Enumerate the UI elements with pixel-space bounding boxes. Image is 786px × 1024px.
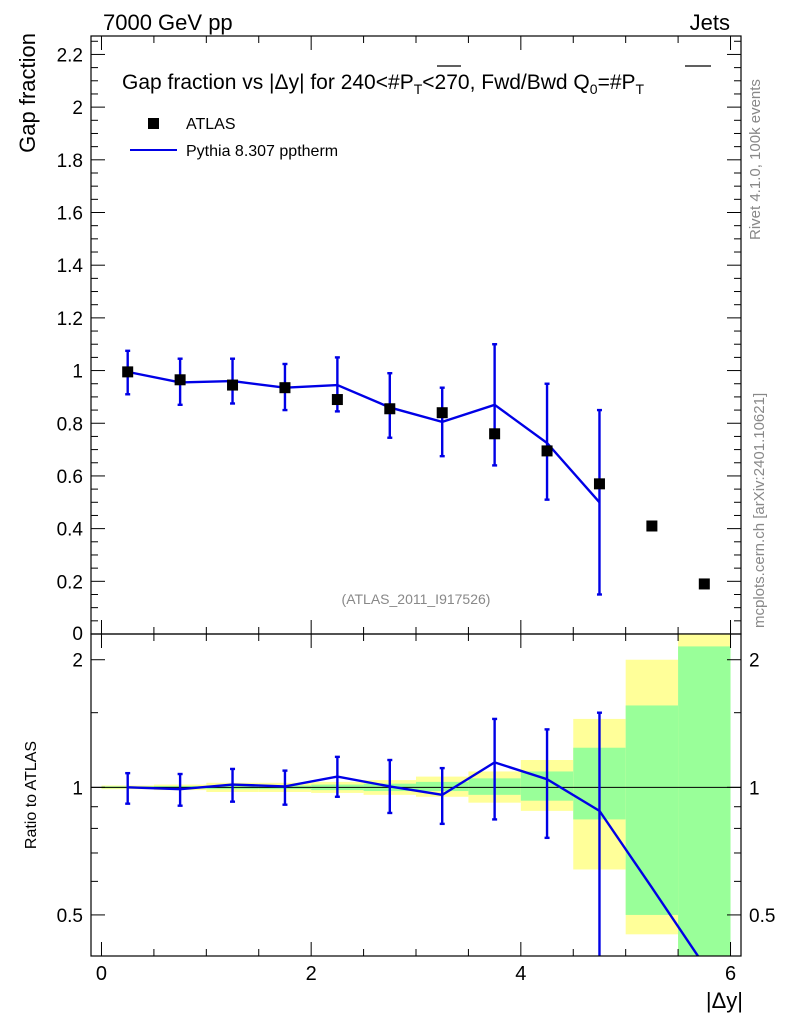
ratio-ytick-label: 0.5 — [57, 906, 83, 927]
atlas-data-point — [174, 374, 186, 386]
xtick-label: 4 — [515, 963, 526, 985]
ratio-ytick-label: 1 — [72, 778, 83, 799]
ratio-green-band — [625, 705, 679, 915]
main-ytick-label: 0.6 — [57, 467, 83, 488]
ratio-series-line — [127, 761, 700, 956]
main-ytick-label-zero: 0 — [72, 624, 83, 645]
atlas-data-point — [227, 379, 239, 391]
ratio-error-bars — [125, 711, 602, 956]
ratio-green-band — [678, 646, 731, 956]
main-data-points — [122, 366, 710, 590]
xtick-label: 6 — [725, 963, 736, 985]
main-ytick-label: 0.8 — [57, 414, 83, 435]
chart-title: Gap fraction vs |Δy| for 240<#PT<270, Fw… — [122, 71, 645, 97]
main-ytick-label: 0.2 — [57, 572, 83, 593]
main-ytick-label: 1.6 — [57, 204, 83, 225]
atlas-data-point — [489, 428, 501, 440]
main-ytick-label: 1.2 — [57, 309, 83, 330]
header-right: Jets — [690, 10, 730, 35]
ratio-ytick-label: 2 — [72, 651, 83, 672]
ratio-ytick-label-right: 1 — [749, 778, 760, 799]
header-left: 7000 GeV pp — [103, 10, 233, 35]
ratio-ytick-label-right: 2 — [749, 651, 760, 672]
atlas-data-point — [384, 403, 396, 415]
watermark: (ATLAS_2011_I917526) — [342, 591, 491, 607]
main-panel: 0.2 0.4 0.6 0.8 1 1.2 1.4 1.6 1.8 2 2.2 0 Gap fract… — [15, 33, 742, 645]
atlas-data-point — [698, 578, 710, 590]
main-ytick-label: 1.4 — [57, 256, 84, 277]
atlas-data-point — [122, 366, 134, 378]
legend-mc-label: Pythia 8.307 pptherm — [186, 143, 338, 160]
legend: ATLAS Pythia 8.307 pptherm — [130, 116, 338, 160]
ratio-panel: 0.5 0.5 1 1 2 2 Ratio to ATLAS — [23, 633, 775, 957]
atlas-data-point — [646, 520, 658, 532]
main-ytick-label: 0.4 — [57, 520, 84, 541]
atlas-data-point — [331, 394, 343, 406]
ratio-ytick-label-right: 0.5 — [749, 906, 775, 927]
main-ytick-label: 1 — [72, 362, 83, 383]
xtick-label: 0 — [96, 963, 107, 985]
ratio-bands — [101, 634, 731, 956]
main-mc-line — [127, 370, 601, 504]
atlas-data-point — [541, 445, 553, 457]
main-ytick-label: 2.2 — [57, 45, 83, 66]
xlabel: |Δy| — [706, 988, 743, 1013]
main-ylabel: Gap fraction — [15, 33, 40, 153]
main-ytick-label: 1.8 — [57, 151, 83, 172]
ratio-frame — [90, 633, 742, 957]
rivet-label: Rivet 4.1.0, 100k events — [747, 79, 764, 240]
ratio-ylabel: Ratio to ATLAS — [23, 741, 40, 849]
ratio-mc-line — [127, 761, 700, 956]
atlas-data-point — [279, 382, 291, 394]
xtick-label: 2 — [306, 963, 317, 985]
atlas-data-point — [436, 407, 448, 419]
mcplots-label: mcplots.cern.ch [arXiv:2401.10621] — [751, 393, 768, 628]
legend-atlas-label: ATLAS — [186, 116, 236, 133]
main-ytick-label: 2 — [72, 98, 83, 119]
mc-series-line — [127, 370, 601, 504]
atlas-data-point — [593, 478, 605, 490]
legend-atlas-marker — [148, 118, 159, 129]
